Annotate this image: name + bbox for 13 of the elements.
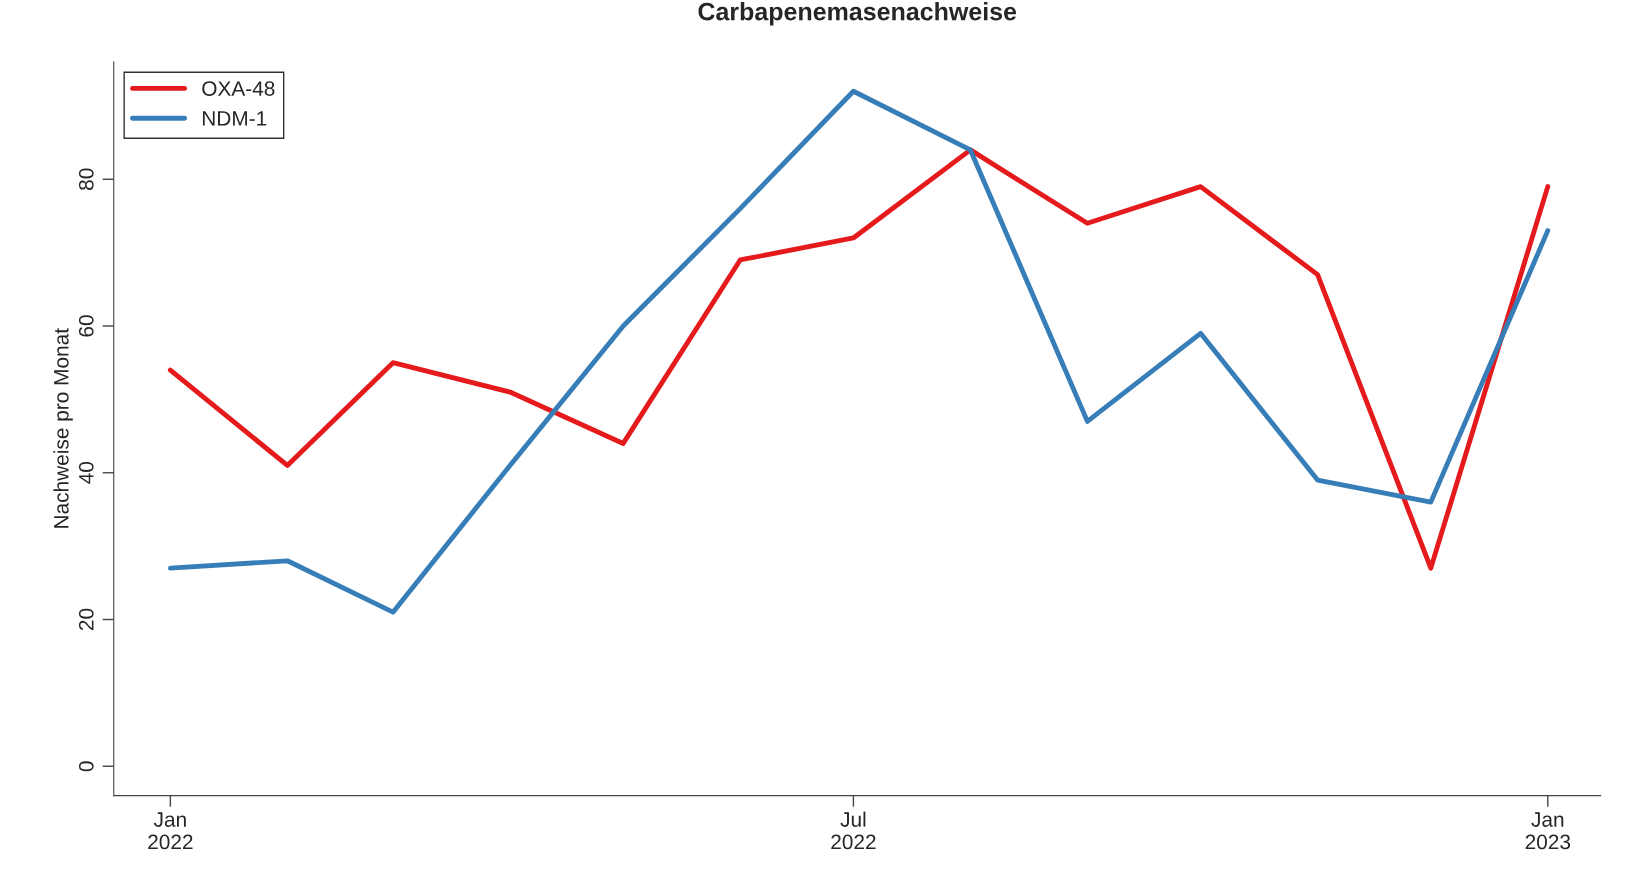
legend-label: OXA-48 <box>202 81 275 96</box>
x-tick-label: Jan 2022 <box>148 812 193 850</box>
y-tick-label: 20 <box>78 608 94 631</box>
x-tick-label: Jan 2023 <box>1525 812 1571 850</box>
line-series <box>167 147 1551 571</box>
y-axis-title: Nachweise pro Monat <box>53 328 73 528</box>
y-tick-label: 0 <box>78 761 94 772</box>
y-tick-label: 40 <box>78 461 94 484</box>
y-tick-label: 60 <box>78 315 94 337</box>
chart-title: Carbapenemasenachweise <box>698 2 1017 26</box>
legend-label: NDM-1 <box>202 111 267 126</box>
x-tick-label: Jul 2022 <box>831 811 876 850</box>
y-tick-label: 80 <box>78 168 94 190</box>
